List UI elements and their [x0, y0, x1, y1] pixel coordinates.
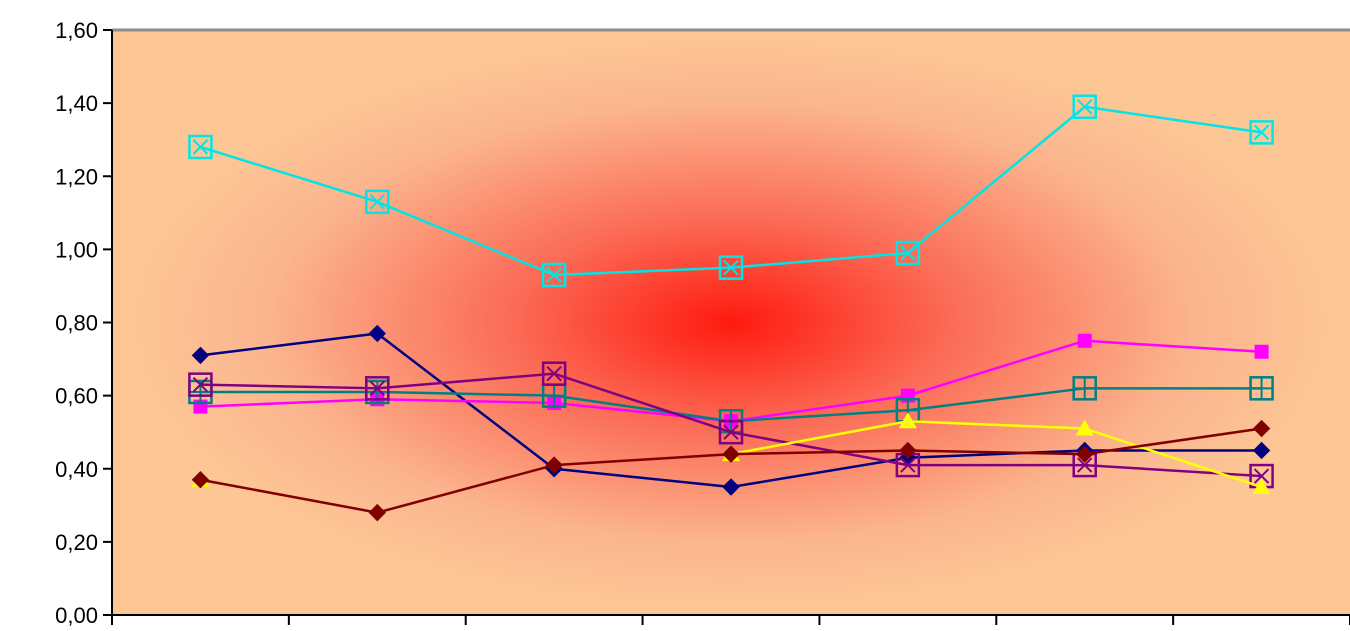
data-point: [1254, 344, 1269, 359]
data-point: [541, 262, 567, 288]
series-line: [553, 394, 732, 423]
series-line: [376, 200, 555, 277]
series-line: [377, 390, 555, 397]
data-point: [191, 346, 210, 365]
y-tick-label: 0,20: [55, 530, 98, 555]
data-point: [1252, 441, 1271, 460]
series-line: [1084, 463, 1262, 478]
series-line: [730, 449, 908, 456]
y-tick-label: 1,00: [55, 237, 98, 262]
data-point: [365, 189, 390, 215]
series-2: [193, 333, 1269, 429]
series-line: [907, 449, 1085, 460]
data-point: [1252, 419, 1271, 438]
y-tick-label: 1,60: [55, 18, 98, 43]
data-point: [1249, 376, 1274, 401]
data-point: [898, 412, 917, 429]
data-point: [1249, 120, 1274, 145]
series-line: [553, 372, 732, 434]
y-tick-label: 1,20: [55, 164, 98, 189]
data-point: [545, 456, 563, 474]
data-point: [1077, 333, 1092, 348]
data-point: [188, 372, 213, 397]
series-line: [1084, 339, 1262, 353]
y-tick-label: 1,40: [55, 91, 98, 116]
series-line: [730, 419, 909, 456]
series-5: [191, 412, 1271, 495]
series-line: [1084, 427, 1262, 489]
y-tick-label: 0,80: [55, 311, 98, 336]
data-point: [541, 361, 567, 386]
data-point: [718, 255, 744, 280]
series-line: [730, 456, 909, 489]
series-0: [188, 94, 1274, 288]
data-point: [1072, 376, 1097, 401]
series-line: [730, 251, 908, 269]
y-tick-label: 0,60: [55, 384, 98, 409]
y-tick-label: 0,00: [55, 603, 98, 626]
data-point: [899, 441, 917, 460]
series-line: [907, 419, 1085, 430]
data-point: [722, 478, 740, 496]
series-line: [730, 409, 908, 423]
data-point: [895, 240, 921, 266]
series-line: [554, 467, 732, 489]
series-line: [1084, 105, 1262, 134]
data-point: [365, 376, 390, 401]
data-point: [368, 324, 386, 343]
series-line: [907, 105, 1086, 254]
series-line: [907, 387, 1085, 412]
series-line: [730, 394, 909, 423]
series-line: [554, 266, 732, 277]
series-4: [188, 361, 1274, 489]
series-line: [377, 372, 555, 390]
data-point: [1075, 419, 1094, 436]
series-line: [730, 430, 909, 467]
series-line: [200, 478, 378, 514]
data-point: [1072, 94, 1097, 120]
series-line: [200, 383, 378, 390]
series-line: [376, 463, 555, 514]
data-point: [718, 419, 744, 445]
series-line: [200, 145, 378, 204]
series-line: [377, 398, 555, 405]
data-point: [191, 471, 210, 489]
data-point: [1076, 445, 1094, 463]
series-6: [191, 419, 1271, 522]
series-line: [1084, 427, 1262, 456]
y-tick-label: 0,40: [55, 457, 98, 482]
data-point: [368, 503, 386, 522]
series-line: [554, 452, 732, 467]
plot-area: [112, 30, 1350, 615]
series-line: [200, 332, 378, 357]
series-line: [907, 449, 1085, 456]
data-point: [188, 134, 213, 160]
data-point: [722, 445, 740, 463]
series-line: [907, 339, 1086, 397]
data-point: [1252, 478, 1271, 495]
series-line: [200, 398, 378, 408]
